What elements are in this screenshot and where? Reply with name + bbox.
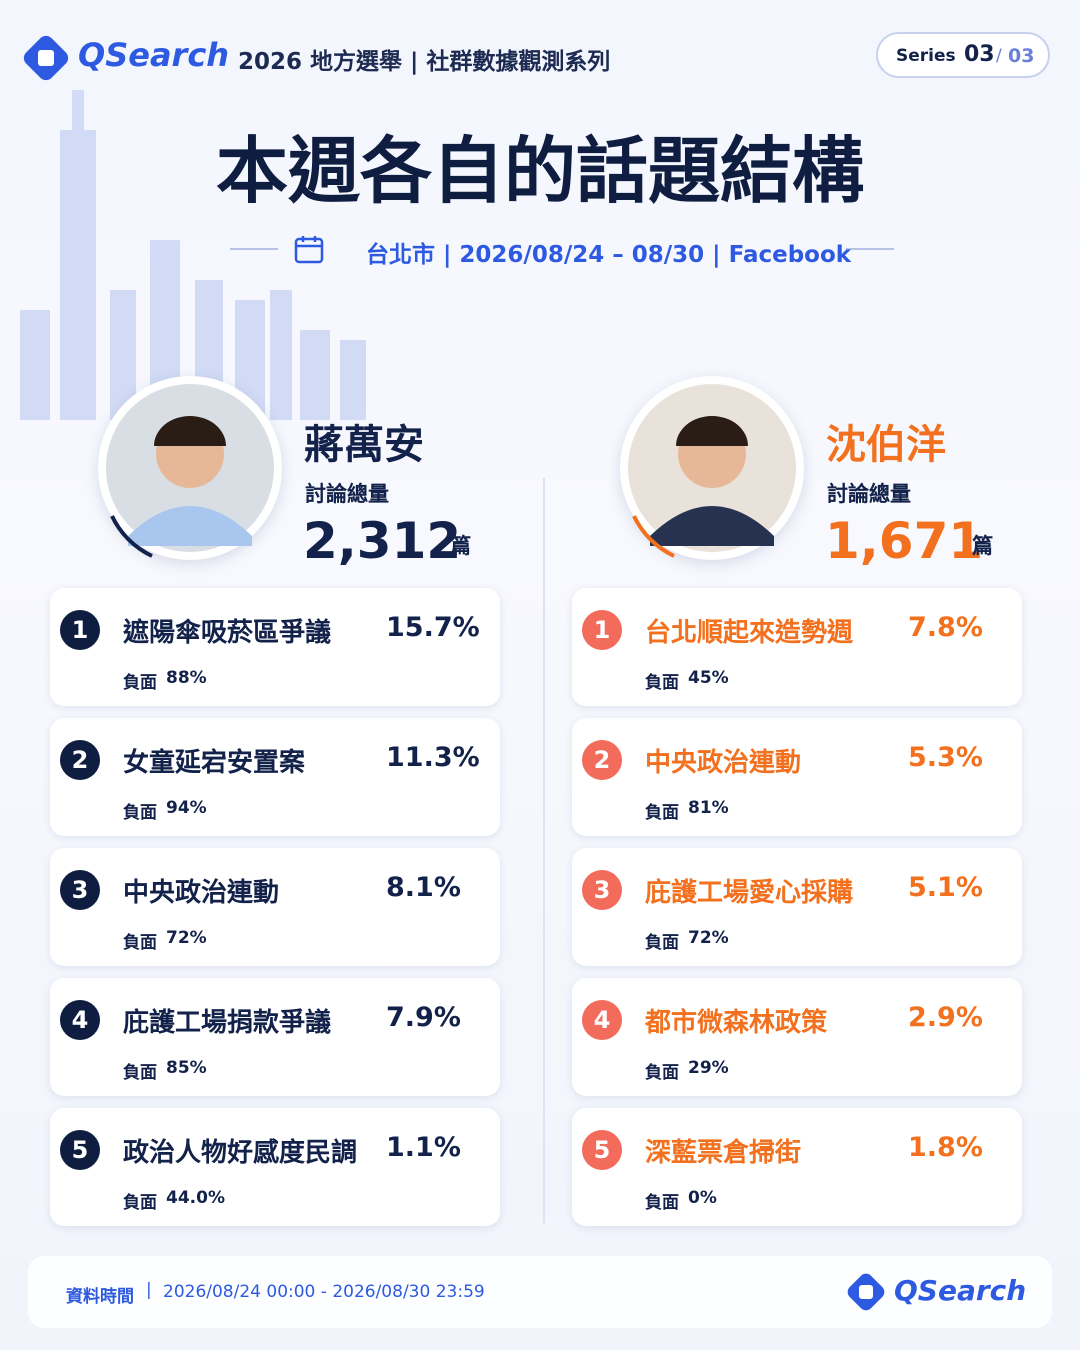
logo-icon xyxy=(23,35,69,81)
series-badge: Series 03 / 03 xyxy=(876,32,1050,78)
footer-label: 資料時間 xyxy=(66,1287,134,1307)
negative-value: 85% xyxy=(166,1058,207,1078)
topic-card: 5 深藍票倉掃街 1.8% 負面 0% xyxy=(572,1108,1022,1226)
topic-share: 1.1% xyxy=(386,1132,461,1163)
divider xyxy=(230,248,278,250)
negative-value: 72% xyxy=(166,928,207,948)
footer-separator: | xyxy=(146,1280,152,1300)
topic-share: 7.8% xyxy=(908,612,983,643)
avatar xyxy=(98,376,282,560)
topic-card: 5 政治人物好感度民調 1.1% 負面 44.0% xyxy=(50,1108,500,1226)
topic-title: 女童延宕安置案 xyxy=(123,748,306,778)
negative-value: 72% xyxy=(688,928,729,948)
series-current: 03 xyxy=(964,42,995,67)
negative-value: 44.0% xyxy=(166,1188,225,1208)
negative-label: 負面 xyxy=(123,803,157,823)
footer: 資料時間 | 2026/08/24 00:00 - 2026/08/30 23:… xyxy=(28,1256,1052,1328)
volume-unit: 篇 xyxy=(450,534,471,558)
footer-range: 2026/08/24 00:00 - 2026/08/30 23:59 xyxy=(163,1282,485,1302)
negative-label: 負面 xyxy=(123,1193,157,1213)
topic-card: 4 都市微森林政策 2.9% 負面 29% xyxy=(572,978,1022,1096)
topic-rank: 4 xyxy=(60,1000,100,1040)
series-separator: / xyxy=(996,46,1002,66)
topic-title: 中央政治連動 xyxy=(123,878,280,908)
topic-share: 5.3% xyxy=(908,742,983,773)
topic-card: 3 中央政治連動 8.1% 負面 72% xyxy=(50,848,500,966)
topic-share: 5.1% xyxy=(908,872,983,903)
series-total: 03 xyxy=(1008,45,1035,67)
topic-card: 4 庇護工場捐款爭議 7.9% 負面 85% xyxy=(50,978,500,1096)
topic-rank: 1 xyxy=(60,610,100,650)
candidate-name: 蔣萬安 xyxy=(304,422,424,468)
topic-share: 7.9% xyxy=(386,1002,461,1033)
footer-logo-icon xyxy=(847,1273,885,1311)
topic-share: 11.3% xyxy=(386,742,480,773)
header-subtitle: 2026 地方選舉 | 社群數據觀測系列 xyxy=(238,49,611,75)
negative-value: 45% xyxy=(688,668,729,688)
avatar-placeholder xyxy=(106,384,274,558)
topic-title: 庇護工場捐款爭議 xyxy=(123,1008,332,1038)
negative-label: 負面 xyxy=(645,933,679,953)
topic-title: 遮陽傘吸菸區爭議 xyxy=(123,618,332,648)
topic-card: 1 遮陽傘吸菸區爭議 15.7% 負面 88% xyxy=(50,588,500,706)
negative-label: 負面 xyxy=(645,1063,679,1083)
topic-card: 3 庇護工場愛心採購 5.1% 負面 72% xyxy=(572,848,1022,966)
topic-rank: 4 xyxy=(582,1000,622,1040)
negative-value: 88% xyxy=(166,668,207,688)
topic-card: 2 女童延宕安置案 11.3% 負面 94% xyxy=(50,718,500,836)
topic-share: 8.1% xyxy=(386,872,461,903)
volume: 1,671 xyxy=(825,512,984,570)
series-label: Series xyxy=(896,46,956,66)
topic-card: 2 中央政治連動 5.3% 負面 81% xyxy=(572,718,1022,836)
topic-rank: 3 xyxy=(60,870,100,910)
topic-title: 中央政治連動 xyxy=(645,748,802,778)
topic-title: 政治人物好感度民調 xyxy=(123,1138,358,1168)
negative-value: 94% xyxy=(166,798,207,818)
negative-label: 負面 xyxy=(123,1063,157,1083)
volume: 2,312 xyxy=(303,512,462,570)
negative-value: 0% xyxy=(688,1188,717,1208)
topic-rank: 5 xyxy=(60,1130,100,1170)
volume-unit: 篇 xyxy=(972,534,993,558)
negative-label: 負面 xyxy=(123,673,157,693)
topic-title: 庇護工場愛心採購 xyxy=(645,878,854,908)
negative-label: 負面 xyxy=(645,1193,679,1213)
topic-share: 2.9% xyxy=(908,1002,983,1033)
volume-label: 討論總量 xyxy=(827,482,911,506)
calendar-icon xyxy=(294,236,324,264)
topic-rank: 1 xyxy=(582,610,622,650)
topic-share: 15.7% xyxy=(386,612,480,643)
column-divider xyxy=(543,478,545,1223)
topic-share: 1.8% xyxy=(908,1132,983,1163)
footer-brand: QSearch xyxy=(894,1274,1027,1307)
negative-label: 負面 xyxy=(645,673,679,693)
divider xyxy=(846,248,894,250)
volume-label: 討論總量 xyxy=(305,482,389,506)
brand: QSearch xyxy=(78,36,230,74)
negative-label: 負面 xyxy=(123,933,157,953)
topic-rank: 2 xyxy=(582,740,622,780)
topic-rank: 2 xyxy=(60,740,100,780)
topic-title: 都市微森林政策 xyxy=(645,1008,828,1038)
topic-title: 台北順起來造勢週 xyxy=(645,618,854,648)
avatar xyxy=(620,376,804,560)
topic-title: 深藍票倉掃街 xyxy=(645,1138,802,1168)
candidate-name: 沈伯洋 xyxy=(826,422,946,468)
negative-value: 81% xyxy=(688,798,729,818)
topic-rank: 5 xyxy=(582,1130,622,1170)
negative-value: 29% xyxy=(688,1058,729,1078)
meta: 台北市 | 2026/08/24 – 08/30 | Facebook xyxy=(366,242,852,268)
main-title: 本週各自的話題結構 xyxy=(215,129,864,213)
topic-card: 1 台北順起來造勢週 7.8% 負面 45% xyxy=(572,588,1022,706)
topic-rank: 3 xyxy=(582,870,622,910)
avatar-placeholder xyxy=(628,384,796,558)
negative-label: 負面 xyxy=(645,803,679,823)
